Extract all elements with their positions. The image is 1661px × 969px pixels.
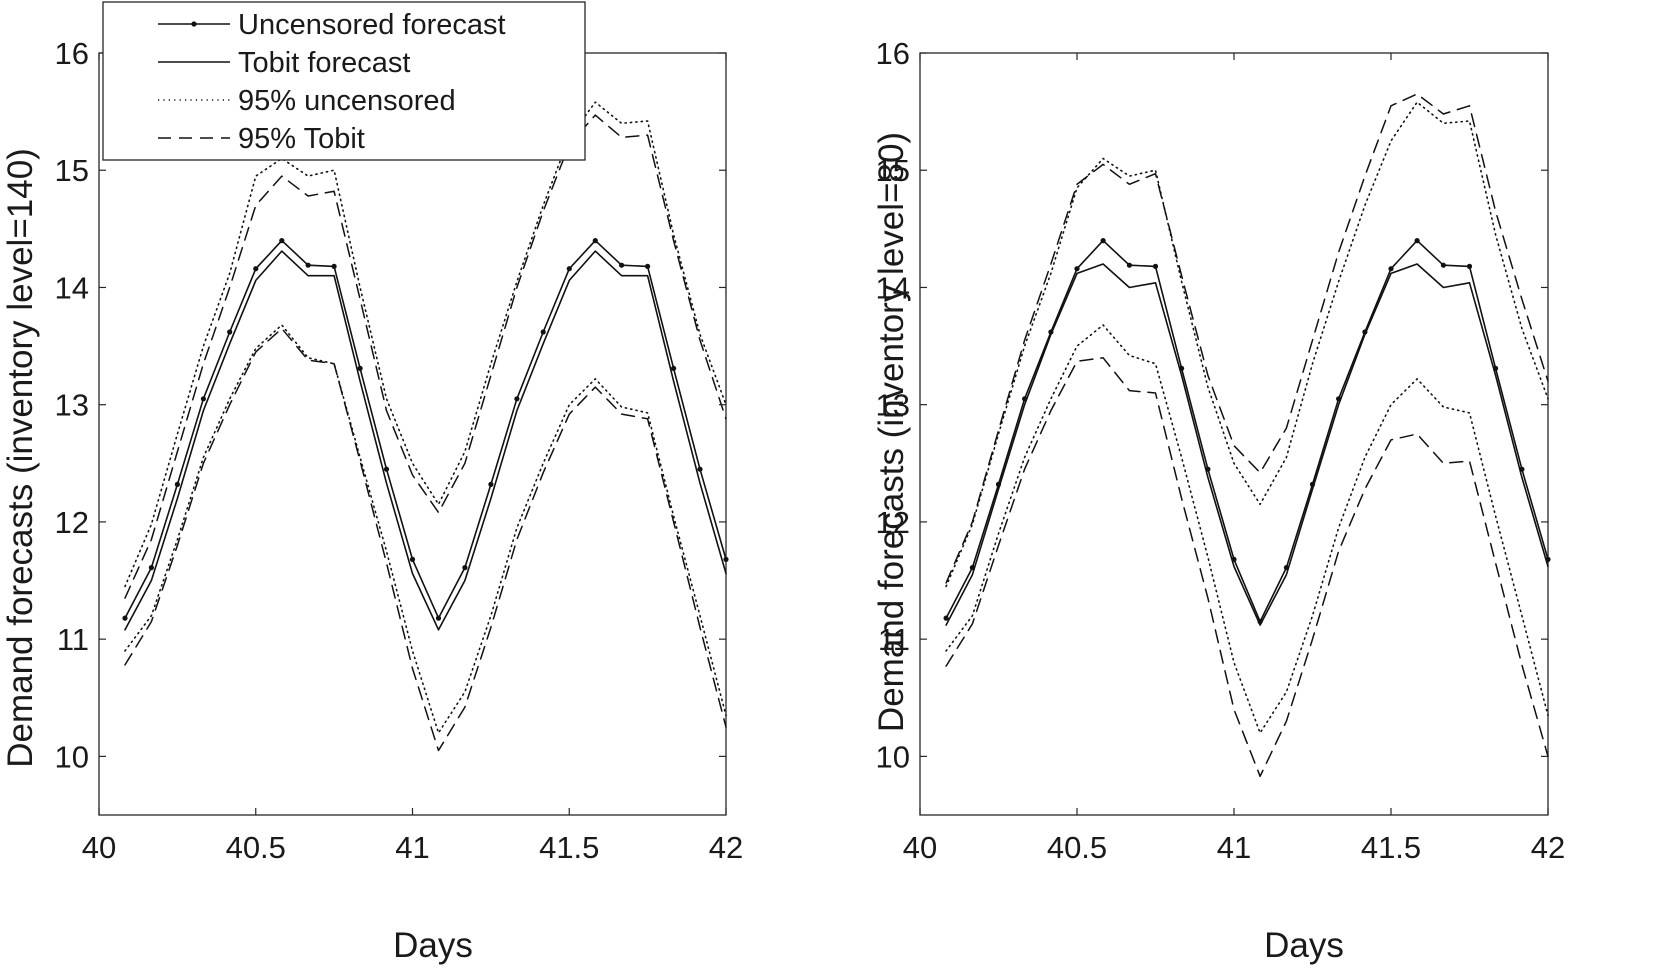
data-point	[305, 262, 311, 268]
series-line-4	[945, 93, 1549, 584]
data-point	[1152, 263, 1159, 269]
data-point	[619, 262, 625, 268]
y-tick-label: 11	[878, 622, 910, 657]
y-tick-label: 13	[876, 388, 910, 423]
legend-label-3: 95% Tobit	[238, 123, 365, 155]
data-point	[592, 238, 598, 244]
y-axis-label: Demand forecasts (inventory level=80)	[872, 132, 911, 732]
y-tick-label: 12	[55, 505, 89, 540]
data-point	[253, 266, 259, 272]
series-line-3	[945, 324, 1549, 734]
left-chart: 40 40.5 41 41.5 42 10 11 12 13 14 15 16 Days Demand…	[1, 1, 743, 965]
y-tick-label: 15	[55, 153, 89, 188]
data-point	[1074, 266, 1080, 272]
y-tick-label: 10	[55, 739, 89, 774]
x-tick-label: 41.5	[539, 830, 599, 865]
data-point	[409, 556, 416, 563]
data-point	[1388, 266, 1394, 272]
x-axis-label: Days	[393, 926, 473, 965]
data-point	[174, 481, 180, 487]
x-tick-label: 40.5	[226, 830, 286, 865]
right-chart: 40 40.5 41 41.5 42 10 11 12 13 14 15 16 Days Demand…	[872, 36, 1565, 965]
series-line-0	[124, 239, 727, 619]
data-point	[1126, 262, 1132, 268]
x-tick-label: 42	[1531, 830, 1565, 865]
series-line-1	[945, 263, 1549, 626]
y-tick-label: 10	[876, 739, 910, 774]
legend-label-0: Uncensored forecast	[238, 9, 506, 41]
series-line-4	[124, 114, 727, 599]
series-line-3	[124, 324, 727, 734]
series-line-1	[124, 250, 727, 631]
data-point	[227, 329, 233, 335]
data-point	[488, 481, 494, 487]
data-point	[383, 466, 390, 472]
data-point	[1100, 238, 1106, 244]
data-point	[279, 238, 285, 244]
legend-box	[102, 1, 586, 161]
y-tick-label: 11	[57, 622, 89, 657]
x-tick-label: 40	[903, 830, 937, 865]
legend: Uncensored forecast Tobit forecast 95% unc…	[102, 1, 586, 161]
data-point	[1466, 263, 1473, 269]
series-line-5	[124, 327, 727, 752]
series-line-2	[124, 101, 727, 588]
data-point	[723, 556, 729, 563]
data-point	[514, 396, 520, 402]
y-tick-label: 12	[876, 505, 910, 540]
x-tick-label: 41	[1217, 830, 1251, 865]
x-tick-label: 40	[82, 830, 116, 865]
data-point	[331, 263, 337, 269]
x-axis-label: Days	[1264, 926, 1344, 965]
data-point	[122, 615, 128, 621]
series-line-5	[945, 357, 1549, 778]
legend-label-1: Tobit forecast	[238, 47, 410, 79]
y-tick-label: 14	[876, 270, 910, 305]
data-point	[697, 466, 703, 472]
data-point	[200, 396, 206, 402]
x-tick-label: 41	[395, 830, 429, 865]
series-line-0	[945, 239, 1549, 623]
y-axis-label: Demand forecasts (inventory level=140)	[1, 148, 40, 768]
y-tick-label: 13	[55, 388, 89, 423]
data-point	[671, 365, 677, 371]
data-point	[540, 329, 546, 335]
data-point	[1440, 262, 1446, 268]
legend-label-2: 95% uncensored	[238, 85, 456, 117]
y-tick-label: 16	[55, 36, 89, 71]
data-point	[462, 565, 468, 571]
legend-marker	[191, 21, 197, 27]
data-point	[943, 615, 949, 621]
y-tick-label: 15	[876, 153, 910, 188]
y-tick-label: 16	[876, 36, 910, 71]
x-tick-label: 42	[709, 830, 743, 865]
data-point	[148, 565, 154, 571]
x-tick-label: 41.5	[1361, 830, 1421, 865]
data-point	[435, 615, 442, 621]
data-point	[1414, 238, 1420, 244]
x-tick-label: 40.5	[1047, 830, 1107, 865]
data-point	[357, 365, 363, 371]
y-tick-label: 14	[55, 270, 89, 305]
data-point	[566, 266, 572, 272]
data-point	[645, 263, 651, 269]
